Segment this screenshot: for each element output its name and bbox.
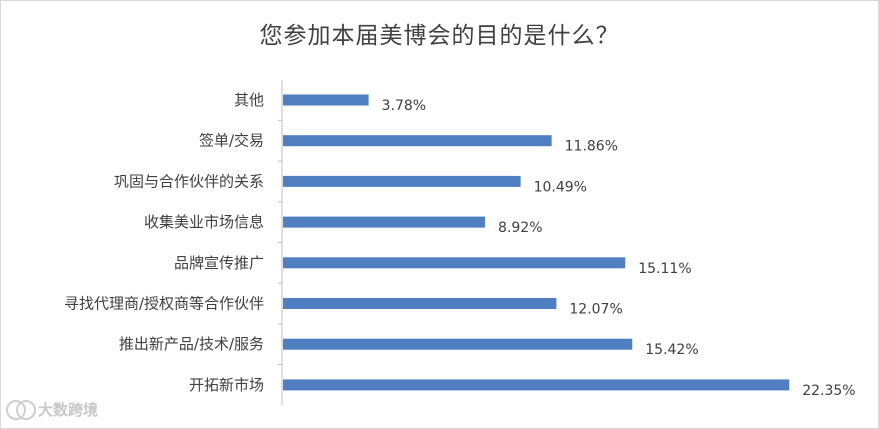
category-label: 开拓新市场 [189,376,264,394]
data-label: 22.35% [802,383,855,399]
data-label: 15.42% [645,342,698,358]
bar [283,175,521,187]
bar [283,257,626,269]
data-label: 15.11% [638,261,691,277]
bar [283,135,552,147]
category-label: 签单/交易 [199,132,264,150]
data-label: 8.92% [498,220,542,236]
watermark-logo-icon [6,398,36,420]
category-label: 推出新产品/技术/服务 [119,335,264,353]
bar [283,216,486,228]
bar [283,298,557,309]
data-label: 10.49% [534,179,587,195]
bar [283,338,633,350]
category-label: 巩固与合作伙伴的关系 [114,172,264,190]
bar [283,94,369,106]
bars-layer: 其他 3.78% 签单/交易 11.86% 巩固与合作伙伴的关系 10.49% 收集美业市场… [64,80,856,405]
data-label: 11.86% [565,139,618,155]
watermark-text: 大数跨境 [38,400,99,419]
bar [283,379,790,391]
category-label: 品牌宣传推广 [174,254,264,272]
category-label: 收集美业市场信息 [144,213,264,231]
data-label: 3.78% [382,98,426,114]
category-label: 寻找代理商/授权商等合作伙伴 [64,295,264,313]
watermark: 大数跨境 [6,398,98,420]
data-label: 12.07% [569,302,622,318]
chart-title: 您参加本届美博会的目的是什么？ [259,23,620,49]
category-label: 其他 [234,91,264,109]
